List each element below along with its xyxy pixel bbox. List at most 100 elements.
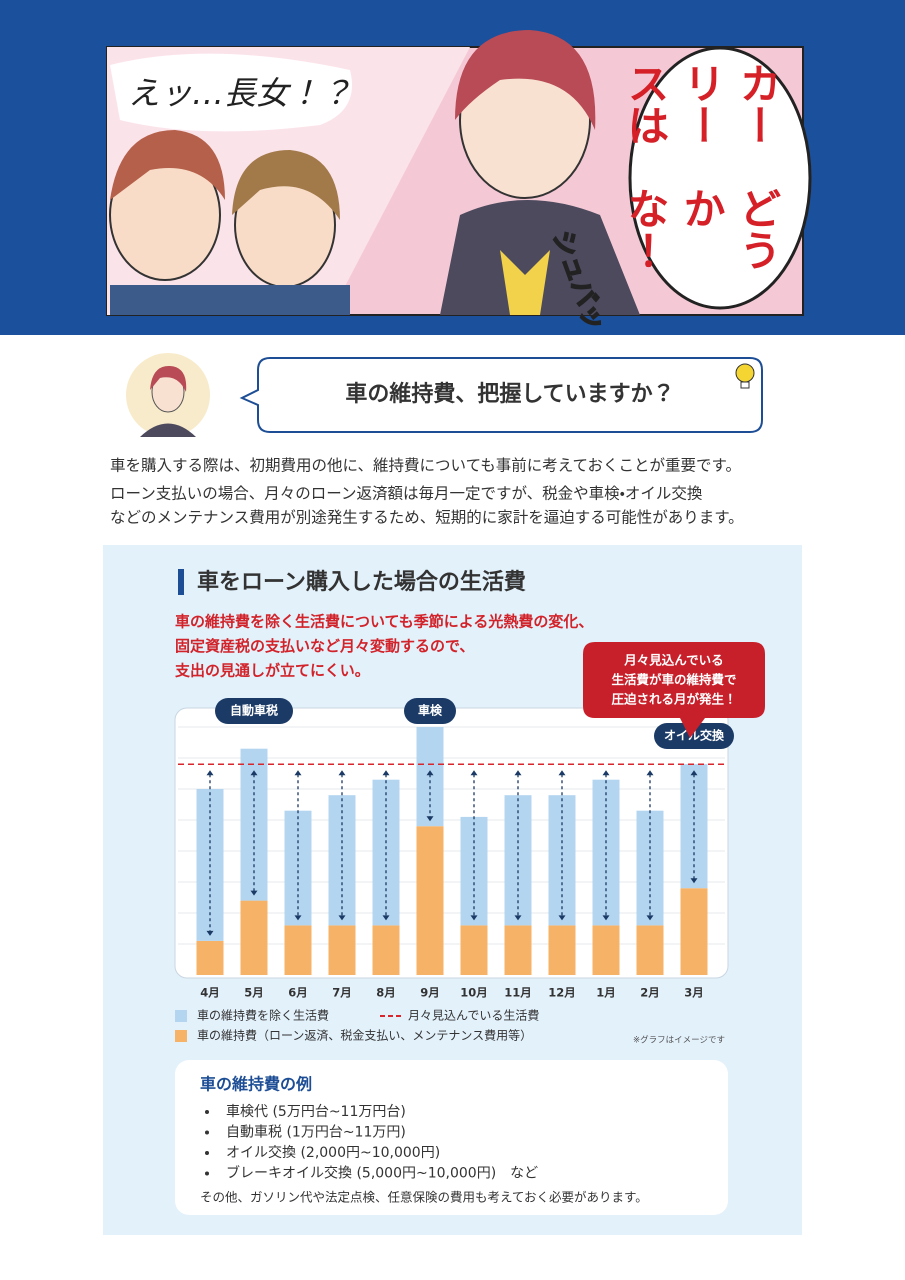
speech-bubble <box>110 53 352 132</box>
arrow-head <box>514 915 522 921</box>
bubble-line: どうかな！ <box>621 187 782 272</box>
bar <box>592 925 620 975</box>
arrow-head <box>426 816 434 822</box>
arrow-head <box>382 915 390 921</box>
figure <box>440 200 640 315</box>
x-tick-label: 11月 <box>504 986 532 1000</box>
intro-line: ローン支払いの場合、月々のローン返済額は毎月一定ですが、税金や車検・オイル交換 <box>110 485 702 503</box>
callout-line: 圧迫される月が発生！ <box>611 692 736 707</box>
callout-box <box>583 642 765 738</box>
arrow-head <box>250 890 258 896</box>
bullet <box>205 1151 209 1155</box>
arrow-head <box>558 770 566 776</box>
arrow-head <box>646 770 654 776</box>
lightbulb-icon <box>740 381 750 389</box>
avatar-hair <box>150 365 187 392</box>
legend-swatch <box>175 1010 187 1022</box>
intro-line: 車を購入する際は、初期費用の他に、維持費についても事前に考えておくことが重要です… <box>110 457 741 475</box>
arrow-head <box>558 915 566 921</box>
arrow-head <box>690 878 698 884</box>
annotation: オイル交換 <box>664 728 725 743</box>
chart-title: 車をローン購入した場合の生活費 <box>197 570 526 595</box>
x-tick-label: 4月 <box>200 986 220 1000</box>
callout-line: 月々見込んでいる <box>623 653 723 668</box>
x-tick-label: 2月 <box>640 986 660 1000</box>
bar <box>504 925 532 975</box>
plot <box>178 726 725 975</box>
exclaim: えッ…長女！？ <box>128 74 352 112</box>
x-tick-label: 8月 <box>376 986 396 1000</box>
legend-label: 車の維持費を除く生活費 <box>197 1008 329 1023</box>
question-box <box>239 357 763 433</box>
bar <box>240 900 268 975</box>
bullet <box>205 1130 209 1135</box>
arrow-head <box>514 770 522 776</box>
bullet <box>205 1171 209 1176</box>
chart-subtitle: 車の維持費を除く生活費についても季節による光熱費の変化、 <box>175 613 593 631</box>
arrow-head <box>382 770 390 776</box>
bubble-line: カーリースは <box>621 62 782 146</box>
figure <box>232 150 340 220</box>
arrow-head <box>250 770 258 776</box>
chart-subtitle: 支出の見通しが立てにくい。 <box>175 662 370 680</box>
arrow-head <box>338 770 346 776</box>
example-item: ブレーキオイル交換 (5,000円~10,000円) など <box>226 1165 538 1182</box>
intro-line: などのメンテナンス費用が別途発生するため、短期的に家計を逼迫する可能性があります… <box>110 509 744 527</box>
x-tick-label: 1月 <box>596 986 616 1000</box>
x-tick-label: 10月 <box>460 986 488 1000</box>
arrow-head <box>294 770 302 776</box>
x-tick-label: 6月 <box>288 986 308 1000</box>
examples-title: 車の維持費の例 <box>200 1075 312 1094</box>
figure <box>455 30 596 130</box>
bar <box>416 826 444 975</box>
bar <box>680 764 708 889</box>
bar <box>284 925 312 975</box>
annotation-pill <box>215 698 293 724</box>
lightbulb-icon <box>735 363 755 383</box>
annotation: 自動車税 <box>230 703 278 718</box>
bar <box>636 925 664 975</box>
figure <box>500 250 550 315</box>
legend-label: 月々見込んでいる生活費 <box>408 1008 539 1023</box>
title-bar <box>178 569 184 595</box>
x-tick-label: 5月 <box>244 986 264 1000</box>
callout-line: 生活費が車の維持費で <box>611 672 736 687</box>
question: 車の維持費、把握していますか？ <box>345 381 674 407</box>
figure <box>110 130 225 200</box>
arrow-head <box>338 915 346 921</box>
arrow-head <box>646 915 654 921</box>
legend-swatch <box>175 1030 187 1042</box>
arrow-head <box>470 770 478 776</box>
figure <box>110 285 350 315</box>
avatar-body <box>140 423 196 437</box>
arrow-head <box>690 770 698 776</box>
arrow-head <box>426 770 434 776</box>
bullet <box>205 1110 209 1114</box>
x-tick-label: 9月 <box>420 986 440 1000</box>
arrow-head <box>294 915 302 921</box>
arrow-head <box>602 770 610 776</box>
annotation-pill <box>404 698 456 724</box>
x-tick-label: 7月 <box>332 986 352 1000</box>
annotation-pill <box>654 723 734 749</box>
arrow-head <box>602 915 610 921</box>
arrow-head <box>206 770 214 776</box>
speech-bubble <box>628 46 812 310</box>
x-tick-label: 3月 <box>684 986 704 1000</box>
examples-box <box>175 1060 728 1215</box>
bar <box>196 940 224 975</box>
bar <box>680 888 708 975</box>
bar <box>372 925 400 975</box>
examples-footer: その他、ガソリン代や法定点検、任意保険の費用も考えておく必要があります。 <box>200 1190 648 1205</box>
annotation: 車検 <box>418 703 443 718</box>
legend-label: 車の維持費（ローン返済、税金支払い、メンテナンス費用等） <box>197 1028 532 1043</box>
arrow-head <box>470 915 478 921</box>
arrow-head <box>206 930 214 936</box>
bubble-text: カーリースは どうかな！ <box>621 62 785 292</box>
chart-note: ※グラフはイメージです <box>633 1035 725 1046</box>
bar <box>328 925 356 975</box>
chart-subtitle: 固定資産税の支払いなど月々変動するので、 <box>175 637 474 655</box>
bar <box>460 925 488 975</box>
